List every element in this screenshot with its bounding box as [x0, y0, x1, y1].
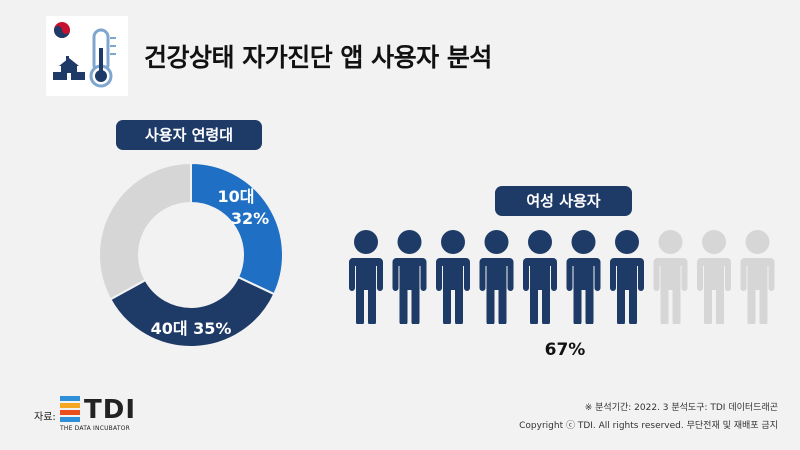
copyright-note: Copyright ⓒ TDI. All rights reserved. 무단…	[519, 421, 778, 431]
school-icon	[53, 56, 85, 80]
analysis-period-note: ※ 분석기간: 2022. 3 분석도구: TDI 데이터드래곤	[584, 403, 778, 413]
thermometer-icon	[89, 28, 116, 88]
person-icon-filled	[436, 230, 470, 324]
age-donut-chart: 10대 32% 40대 35%	[98, 161, 284, 348]
female-pictogram-chart	[349, 230, 775, 324]
person-icon-filled	[523, 230, 557, 324]
age-section-label: 사용자 연령대	[116, 120, 262, 150]
donut-slice-0	[190, 161, 284, 296]
donut-slice-2	[98, 161, 192, 301]
donut-slice-1	[109, 275, 276, 348]
person-icon-filled	[349, 230, 383, 324]
person-icon-empty	[653, 230, 688, 324]
person-icon-filled	[610, 230, 644, 324]
tdi-logo-subtitle: THE DATA INCUBATOR	[60, 425, 130, 432]
tdi-logo-text: TDI	[84, 395, 136, 425]
person-icon-filled	[566, 230, 601, 324]
donut-label-0-0: 10대	[218, 187, 255, 206]
person-icon-empty	[697, 230, 731, 324]
female-percent-label: 67%	[544, 340, 586, 360]
source-label: 자료:	[34, 412, 56, 423]
donut-label-1-0: 40대 35%	[151, 319, 232, 338]
tdi-logo-icon	[60, 396, 80, 422]
female-section-label: 여성 사용자	[495, 186, 632, 216]
person-icon-filled	[392, 230, 427, 324]
government-emblem-icon	[54, 22, 70, 38]
donut-label-0-1: 32%	[231, 209, 269, 228]
person-icon-filled	[479, 230, 514, 324]
page-title: 건강상태 자가진단 앱 사용자 분석	[144, 43, 492, 72]
app-logo	[46, 16, 128, 96]
person-icon-empty	[740, 230, 775, 324]
